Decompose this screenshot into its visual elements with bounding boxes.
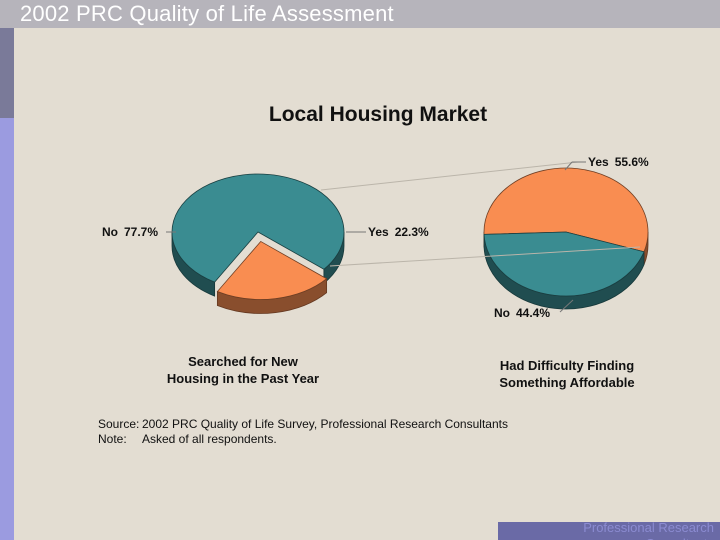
pie-chart-searched xyxy=(171,173,345,314)
pie2-no-label: No 44.4% xyxy=(494,306,550,320)
footer-logo: Professional Research Consultants xyxy=(583,522,714,540)
left-stripe xyxy=(0,118,14,540)
footer-bar: Professional Research Consultants xyxy=(498,522,720,540)
pie2-slice-yes xyxy=(483,167,649,253)
breakout-connectors xyxy=(320,161,641,267)
chart-title: Local Housing Market xyxy=(268,103,488,126)
pie2-caption: Had Difficulty Finding Something Afforda… xyxy=(499,358,635,390)
pie1-slice-no xyxy=(171,173,345,283)
source-line: Source: 2002 PRC Quality of Life Survey, … xyxy=(98,417,508,431)
connector-top xyxy=(320,161,579,191)
pie2-yes-label: Yes 55.6% xyxy=(588,155,649,169)
slide-header: 2002 PRC Quality of Life Assessment xyxy=(20,1,394,26)
title-bar xyxy=(0,0,720,28)
pie-labels: No 77.7% Yes 22.3% Yes 55.6% No 44.4% xyxy=(102,155,649,320)
pie1-yes-label: Yes 22.3% xyxy=(368,225,429,239)
left-stripe-accent xyxy=(0,28,14,118)
source-note: Source: 2002 PRC Quality of Life Survey, … xyxy=(98,417,508,447)
note-line: Note: Asked of all respondents. xyxy=(98,432,277,446)
pie1-caption: Searched for New Housing in the Past Yea… xyxy=(166,354,320,386)
pie1-no-label: No 77.7% xyxy=(102,225,158,239)
pie1-slice-yes xyxy=(216,240,328,300)
connector-bottom xyxy=(329,246,641,267)
pie-chart-affordable xyxy=(483,167,649,310)
